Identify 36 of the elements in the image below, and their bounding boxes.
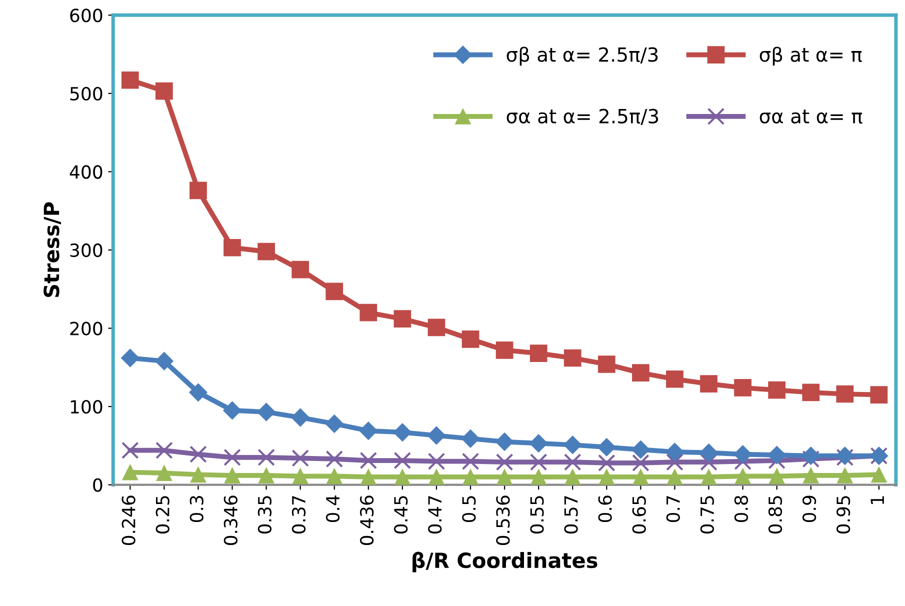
x-tick-label: 0.25 bbox=[156, 496, 170, 534]
y-tick-label: 200 bbox=[70, 322, 102, 336]
y-tick-label: 400 bbox=[70, 165, 102, 179]
legend-label: σα at α= π bbox=[760, 110, 862, 124]
x-tick-label: 0.436 bbox=[360, 496, 374, 546]
x-tick-label: 0.346 bbox=[224, 496, 238, 546]
x-tick-label: 0.4 bbox=[326, 496, 340, 522]
x-tick-label: 0.3 bbox=[190, 496, 204, 522]
x-tick-label: 0.95 bbox=[836, 496, 850, 534]
y-tick-label: 500 bbox=[70, 86, 102, 101]
legend-label: σβ at α= 2.5π/3 bbox=[506, 46, 658, 66]
x-tick-label: 0.7 bbox=[666, 496, 680, 522]
x-tick-label: 0.6 bbox=[598, 496, 612, 522]
x-tick-label: 0.35 bbox=[258, 496, 272, 534]
x-tick-label: 0.65 bbox=[632, 496, 646, 534]
x-tick-label: 0.85 bbox=[768, 496, 782, 534]
y-tick-label: 0 bbox=[93, 478, 102, 492]
y-tick-label: 600 bbox=[70, 8, 102, 22]
x-tick-label: 0.536 bbox=[496, 496, 510, 546]
x-tick-label: 1 bbox=[870, 496, 884, 504]
x-tick-label: 0.47 bbox=[428, 496, 442, 534]
x-tick-label: 0.5 bbox=[462, 496, 476, 522]
x-tick-label: 0.8 bbox=[734, 496, 748, 522]
legend-label: σα at α= 2.5π/3 bbox=[506, 108, 658, 126]
x-tick-label: 0.75 bbox=[700, 496, 714, 534]
x-tick-label: 0.246 bbox=[122, 496, 136, 546]
y-tick-label: 300 bbox=[70, 243, 102, 258]
x-tick-label: 0.55 bbox=[530, 496, 544, 534]
x-tick-label: 0.37 bbox=[292, 496, 306, 534]
x-tick-label: 0.57 bbox=[564, 496, 578, 534]
x-tick-label: 0.45 bbox=[394, 496, 408, 534]
y-tick-label: 100 bbox=[70, 400, 102, 414]
legend-label: σβ at α= π bbox=[760, 46, 862, 66]
x-axis-title: β/R Coordinates bbox=[412, 552, 598, 572]
y-axis-title: Stress/P bbox=[44, 202, 61, 298]
x-tick-label: 0.9 bbox=[802, 496, 816, 522]
